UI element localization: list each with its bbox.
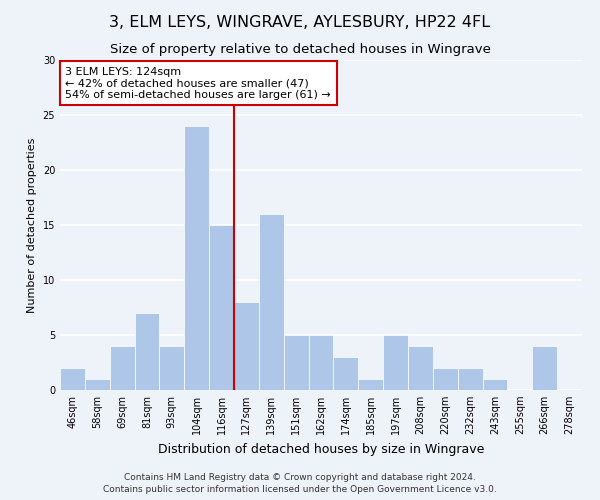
Bar <box>433 368 458 390</box>
Text: 3, ELM LEYS, WINGRAVE, AYLESBURY, HP22 4FL: 3, ELM LEYS, WINGRAVE, AYLESBURY, HP22 4… <box>109 15 491 30</box>
Bar <box>308 335 334 390</box>
Bar <box>408 346 433 390</box>
Text: Contains public sector information licensed under the Open Government Licence v3: Contains public sector information licen… <box>103 485 497 494</box>
Bar <box>383 335 408 390</box>
Bar <box>259 214 284 390</box>
Text: 3 ELM LEYS: 124sqm
← 42% of detached houses are smaller (47)
54% of semi-detache: 3 ELM LEYS: 124sqm ← 42% of detached hou… <box>65 66 331 100</box>
Bar <box>110 346 134 390</box>
X-axis label: Distribution of detached houses by size in Wingrave: Distribution of detached houses by size … <box>158 442 484 456</box>
Bar <box>334 357 358 390</box>
Bar <box>85 379 110 390</box>
Text: Contains HM Land Registry data © Crown copyright and database right 2024.: Contains HM Land Registry data © Crown c… <box>124 474 476 482</box>
Y-axis label: Number of detached properties: Number of detached properties <box>27 138 37 312</box>
Bar <box>209 225 234 390</box>
Bar <box>234 302 259 390</box>
Bar <box>482 379 508 390</box>
Bar <box>284 335 308 390</box>
Bar <box>532 346 557 390</box>
Bar <box>458 368 482 390</box>
Bar <box>358 379 383 390</box>
Bar <box>134 313 160 390</box>
Bar <box>184 126 209 390</box>
Bar <box>160 346 184 390</box>
Bar <box>60 368 85 390</box>
Text: Size of property relative to detached houses in Wingrave: Size of property relative to detached ho… <box>110 42 490 56</box>
